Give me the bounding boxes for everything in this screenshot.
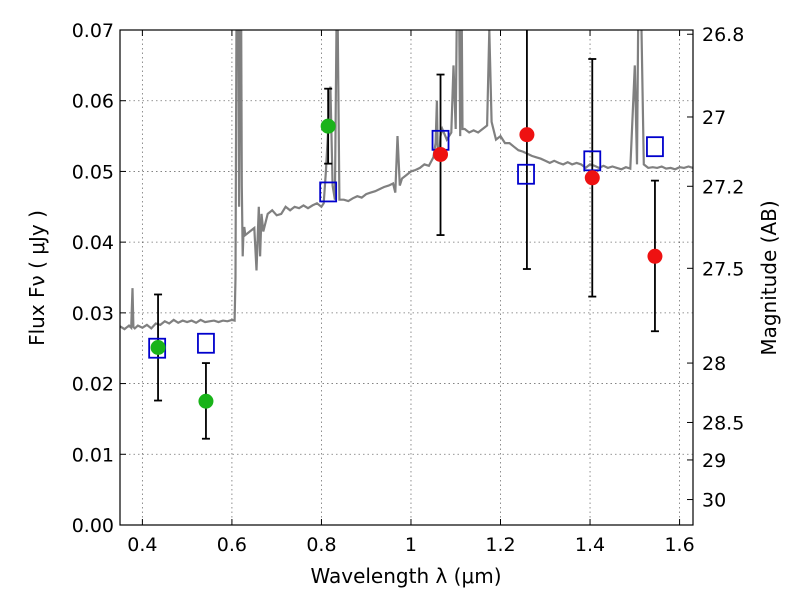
- y-tick-label: 0.00: [72, 515, 114, 537]
- x-tick-label: 1.4: [575, 534, 605, 556]
- x-tick-labels: 0.4 0.6 0.8 1 1.2 1.4 1.6: [127, 534, 694, 556]
- y-tick-label: 0.02: [72, 374, 114, 396]
- right-tick-labels: 26.8 27 27.2 27.5 28 28.5 29 30: [702, 24, 744, 511]
- y-tick-label: 0.06: [72, 91, 114, 113]
- model-markers: [148, 129, 664, 359]
- observed-point: [150, 340, 166, 356]
- observed-point: [320, 118, 336, 134]
- model-marker: [319, 181, 338, 203]
- observed-point: [433, 146, 449, 162]
- y-tick-label: 0.01: [72, 444, 114, 466]
- y-axis-label: Flux Fν ( μJy ): [25, 210, 49, 346]
- right-axis-label: Magnitude (AB): [757, 200, 781, 355]
- plot-frame: [119, 29, 694, 526]
- observed-point: [519, 127, 535, 143]
- observed-point: [584, 170, 600, 186]
- y-tick-label: 0.03: [72, 303, 114, 325]
- right-tick-label: 28.5: [702, 412, 744, 434]
- model-marker: [517, 163, 535, 185]
- right-tick-label: 27.5: [702, 258, 744, 280]
- observed-markers: [150, 118, 663, 409]
- y-tick-label: 0.04: [72, 232, 114, 254]
- observed-point: [647, 248, 663, 264]
- right-tick-label: 27.2: [702, 176, 744, 198]
- y-tick-labels: 0.00 0.01 0.02 0.03 0.04 0.05 0.06 0.07: [72, 20, 114, 537]
- model-marker: [197, 332, 215, 354]
- observed-point: [198, 393, 214, 409]
- x-tick-label: 0.6: [217, 534, 247, 556]
- template-spectrum-line: [120, 30, 693, 331]
- right-tick-label: 26.8: [702, 24, 744, 46]
- x-axis-label: Wavelength λ (μm): [310, 564, 501, 588]
- x-tick-label: 1.2: [485, 534, 515, 556]
- x-tick-label: 0.8: [306, 534, 336, 556]
- error-bars: [154, 30, 659, 440]
- x-tick-label: 1: [405, 534, 417, 556]
- right-tick-label: 30: [702, 490, 726, 512]
- right-tick-label: 28: [702, 353, 726, 375]
- grid: [120, 29, 693, 526]
- y-tick-label: 0.05: [72, 161, 114, 183]
- y-tick-label: 0.07: [72, 20, 114, 42]
- axis-ticks: [120, 29, 693, 526]
- right-tick-label: 27: [702, 107, 726, 129]
- model-marker: [646, 136, 664, 158]
- x-tick-label: 1.6: [664, 534, 694, 556]
- x-tick-label: 0.4: [127, 534, 157, 556]
- right-tick-label: 29: [702, 450, 726, 472]
